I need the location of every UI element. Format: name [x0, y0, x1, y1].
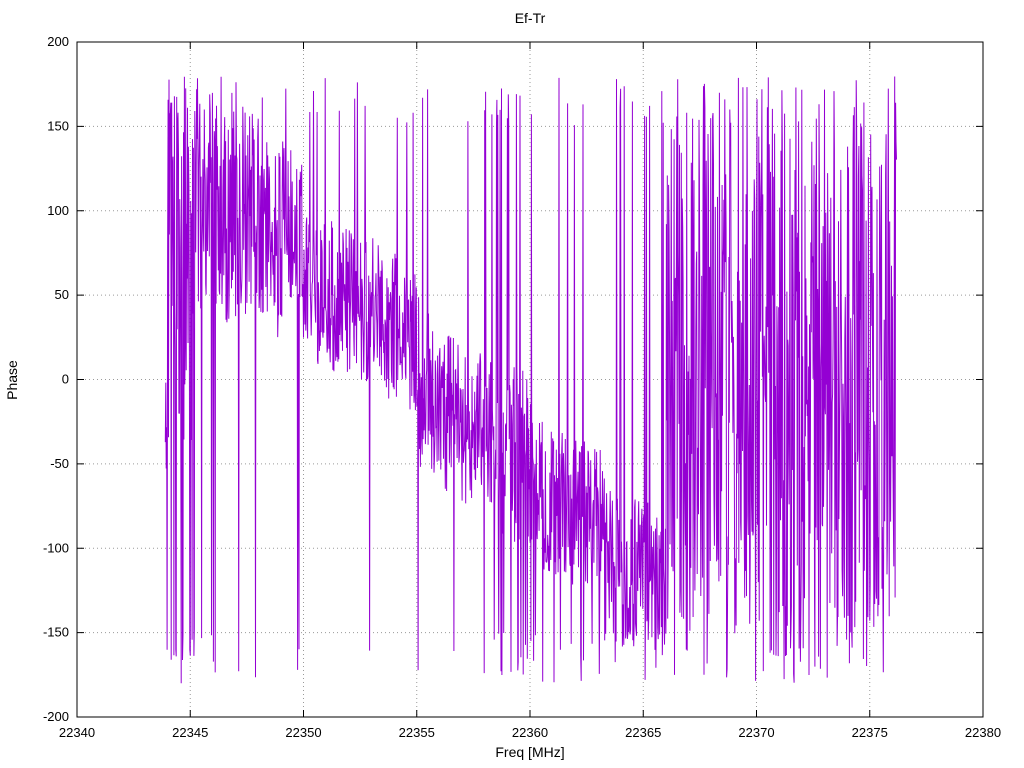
x-tick-label: 22345 [172, 725, 208, 740]
x-tick-label: 22355 [399, 725, 435, 740]
y-tick-label: -200 [43, 709, 69, 724]
y-tick-label: 200 [47, 34, 69, 49]
x-axis-label: Freq [MHz] [495, 744, 565, 760]
x-tick-label: 22375 [852, 725, 888, 740]
x-tick-label: 22360 [512, 725, 548, 740]
x-tick-label: 22340 [59, 725, 95, 740]
y-tick-label: 100 [47, 203, 69, 218]
y-tick-label: 0 [62, 372, 69, 387]
x-tick-label: 22365 [625, 725, 661, 740]
x-tick-label: 22370 [738, 725, 774, 740]
x-tick-label: 22380 [965, 725, 1001, 740]
phase-trace [164, 76, 897, 684]
plot-border [76, 41, 984, 718]
y-tick-label: 150 [47, 118, 69, 133]
y-tick-label: 50 [55, 287, 69, 302]
y-tick-label: -150 [43, 625, 69, 640]
chart-title: Ef-Tr [514, 10, 546, 26]
x-tick-label: 22350 [285, 725, 321, 740]
y-tick-label: -100 [43, 540, 69, 555]
y-tick-label: -50 [50, 456, 69, 471]
